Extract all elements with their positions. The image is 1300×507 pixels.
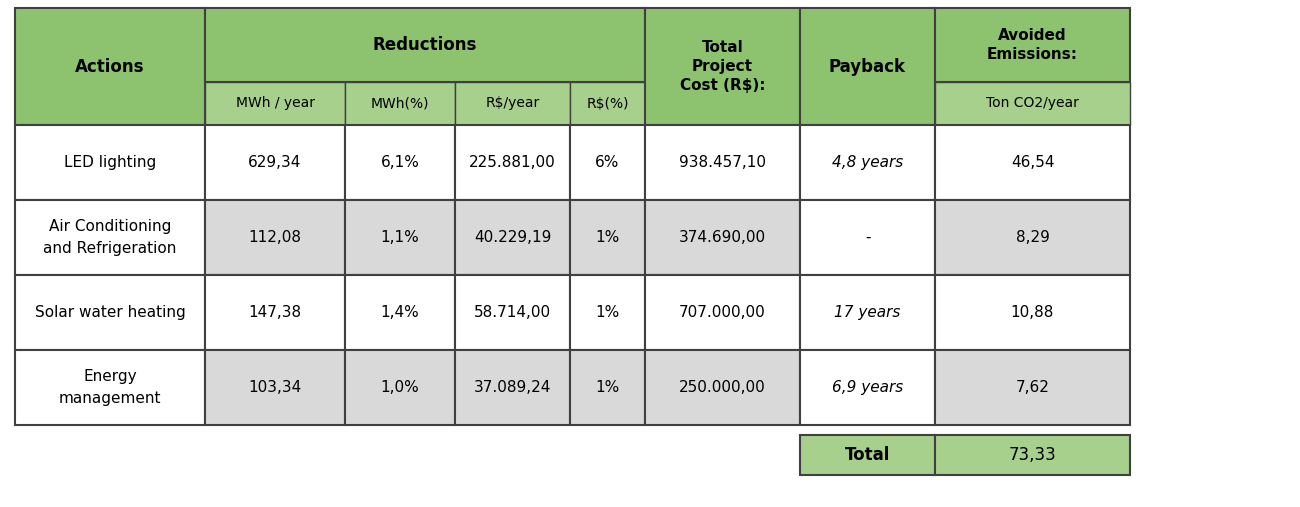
Text: 6,1%: 6,1% xyxy=(381,155,420,170)
Bar xyxy=(569,125,645,200)
Text: 40.229,19: 40.229,19 xyxy=(473,230,551,245)
Text: 250.000,00: 250.000,00 xyxy=(679,380,766,395)
Text: 112,08: 112,08 xyxy=(248,230,302,245)
Bar xyxy=(569,275,645,350)
Text: 6,9 years: 6,9 years xyxy=(832,380,903,395)
Text: MWh / year: MWh / year xyxy=(235,96,315,111)
Bar xyxy=(455,125,569,200)
Text: Solar water heating: Solar water heating xyxy=(35,305,186,320)
Bar xyxy=(935,8,1130,82)
Text: 37.089,24: 37.089,24 xyxy=(473,380,551,395)
Bar xyxy=(569,82,645,125)
Text: Ton CO2/year: Ton CO2/year xyxy=(987,96,1079,111)
Bar xyxy=(645,125,800,200)
Bar xyxy=(800,275,935,350)
Text: 46,54: 46,54 xyxy=(1011,155,1054,170)
Text: R$/year: R$/year xyxy=(485,96,540,111)
Bar xyxy=(205,8,645,82)
Bar xyxy=(16,200,205,275)
Text: Total
Project
Cost (R$):: Total Project Cost (R$): xyxy=(680,40,766,93)
Text: 10,88: 10,88 xyxy=(1011,305,1054,320)
Text: 1,0%: 1,0% xyxy=(381,380,420,395)
Text: Payback: Payback xyxy=(829,57,906,76)
Bar xyxy=(935,125,1130,200)
Bar xyxy=(645,200,800,275)
Bar xyxy=(205,82,344,125)
Bar xyxy=(645,350,800,425)
Bar xyxy=(344,350,455,425)
Bar xyxy=(800,435,935,475)
Text: 707.000,00: 707.000,00 xyxy=(679,305,766,320)
Bar xyxy=(569,200,645,275)
Bar xyxy=(455,350,569,425)
Text: Energy
management: Energy management xyxy=(58,370,161,406)
Bar xyxy=(800,200,935,275)
Text: 225.881,00: 225.881,00 xyxy=(469,155,556,170)
Text: Air Conditioning
and Refrigeration: Air Conditioning and Refrigeration xyxy=(43,220,177,256)
Bar xyxy=(935,275,1130,350)
Text: R$(%): R$(%) xyxy=(586,96,629,111)
Bar xyxy=(800,125,935,200)
Text: LED lighting: LED lighting xyxy=(64,155,156,170)
Text: 8,29: 8,29 xyxy=(1015,230,1049,245)
Text: 4,8 years: 4,8 years xyxy=(832,155,903,170)
Text: 938.457,10: 938.457,10 xyxy=(679,155,766,170)
Bar xyxy=(205,275,344,350)
Text: 6%: 6% xyxy=(595,155,620,170)
Text: 1,1%: 1,1% xyxy=(381,230,420,245)
Text: Reductions: Reductions xyxy=(373,36,477,54)
Bar xyxy=(800,8,935,125)
Text: Actions: Actions xyxy=(75,57,144,76)
Bar xyxy=(16,125,205,200)
Bar xyxy=(455,275,569,350)
Bar xyxy=(16,8,205,125)
Bar xyxy=(645,275,800,350)
Text: Total: Total xyxy=(845,446,890,464)
Bar xyxy=(16,350,205,425)
Bar xyxy=(344,125,455,200)
Text: 1%: 1% xyxy=(595,380,620,395)
Text: 103,34: 103,34 xyxy=(248,380,302,395)
Bar xyxy=(16,275,205,350)
Bar xyxy=(935,435,1130,475)
Bar xyxy=(344,82,455,125)
Bar xyxy=(205,125,344,200)
Bar xyxy=(344,200,455,275)
Bar xyxy=(935,82,1130,125)
Text: Avoided
Emissions:: Avoided Emissions: xyxy=(987,28,1078,62)
Text: 17 years: 17 years xyxy=(835,305,901,320)
Text: MWh(%): MWh(%) xyxy=(370,96,429,111)
Text: 1%: 1% xyxy=(595,230,620,245)
Bar xyxy=(645,8,800,125)
Bar xyxy=(205,350,344,425)
Bar xyxy=(935,350,1130,425)
Text: 374.690,00: 374.690,00 xyxy=(679,230,766,245)
Text: 7,62: 7,62 xyxy=(1015,380,1049,395)
Bar xyxy=(455,82,569,125)
Text: 58.714,00: 58.714,00 xyxy=(474,305,551,320)
Text: 1,4%: 1,4% xyxy=(381,305,420,320)
Bar xyxy=(800,350,935,425)
Text: 147,38: 147,38 xyxy=(248,305,302,320)
Bar xyxy=(344,275,455,350)
Bar xyxy=(935,200,1130,275)
Text: 1%: 1% xyxy=(595,305,620,320)
Text: 629,34: 629,34 xyxy=(248,155,302,170)
Text: -: - xyxy=(864,230,870,245)
Text: 73,33: 73,33 xyxy=(1009,446,1057,464)
Bar xyxy=(569,350,645,425)
Bar xyxy=(455,200,569,275)
Bar xyxy=(205,200,344,275)
